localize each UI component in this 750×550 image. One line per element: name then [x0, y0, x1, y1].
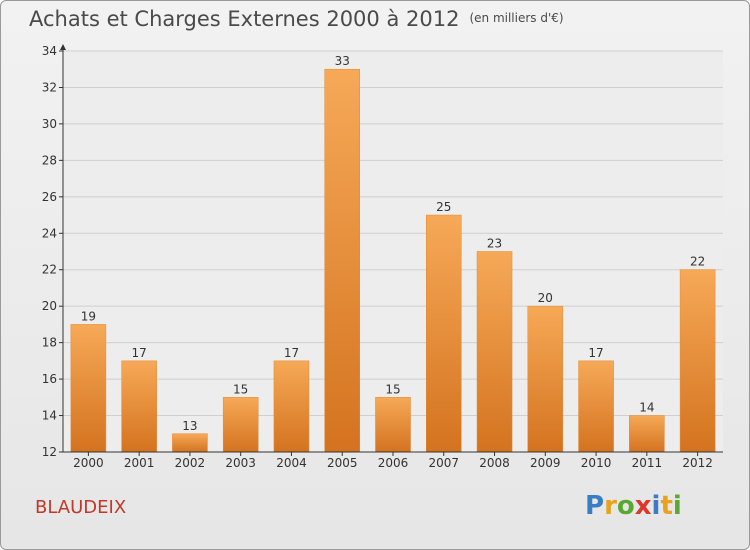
- data-label: 14: [639, 401, 654, 415]
- y-tick-label: 26: [42, 190, 57, 204]
- chart-subtitle: (en milliers d'€): [469, 11, 564, 25]
- x-tick-label: 2011: [632, 456, 663, 470]
- x-tick-label: 2002: [175, 456, 206, 470]
- bar: [121, 360, 157, 453]
- y-tick-label: 30: [42, 117, 57, 131]
- bar: [70, 324, 107, 453]
- data-label: 17: [284, 346, 299, 360]
- logo-letter: r: [604, 491, 617, 521]
- logo-letter: o: [616, 491, 635, 521]
- data-label: 20: [538, 291, 553, 305]
- y-tick-label: 12: [42, 445, 57, 459]
- proxiti-logo: Proxiti: [585, 491, 682, 521]
- data-label: 22: [690, 255, 705, 269]
- y-tick-label: 18: [42, 336, 57, 350]
- logo-letter: P: [585, 491, 605, 521]
- bar: [375, 397, 411, 453]
- x-tick-label: 2006: [378, 456, 409, 470]
- logo-letter: i: [651, 491, 661, 521]
- x-tick-label: 2007: [428, 456, 459, 470]
- logo-letter: x: [634, 491, 652, 521]
- bar: [426, 214, 462, 453]
- y-tick-label: 24: [42, 226, 57, 240]
- bar: [172, 433, 208, 453]
- bar: [476, 251, 513, 453]
- bar: [222, 397, 259, 453]
- x-tick-label: 2000: [73, 456, 104, 470]
- data-label: 25: [436, 200, 451, 214]
- x-tick-label: 2003: [225, 456, 256, 470]
- bar: [578, 360, 614, 453]
- data-label: 33: [335, 54, 350, 68]
- chart-title-text: Achats et Charges Externes 2000 à 2012: [29, 7, 460, 31]
- data-label: 23: [487, 237, 502, 251]
- bar: [629, 415, 665, 453]
- commune-name: BLAUDEIX: [35, 497, 127, 518]
- bar: [679, 269, 716, 453]
- y-tick-label: 16: [42, 372, 57, 386]
- y-tick-label: 14: [42, 409, 57, 423]
- data-label: 13: [182, 419, 197, 433]
- data-label: 17: [588, 346, 603, 360]
- chart-title: Achats et Charges Externes 2000 à 2012 (e…: [29, 7, 564, 31]
- y-tick-label: 22: [42, 263, 57, 277]
- y-tick-label: 20: [42, 299, 57, 313]
- bar: [324, 68, 360, 453]
- x-tick-label: 2008: [479, 456, 510, 470]
- data-label: 17: [132, 346, 147, 360]
- logo-letter: i: [672, 491, 682, 521]
- x-tick-label: 2005: [327, 456, 358, 470]
- x-tick-label: 2012: [682, 456, 713, 470]
- y-tick-label: 34: [42, 44, 57, 58]
- x-tick-label: 2004: [276, 456, 307, 470]
- logo-letter: t: [660, 491, 673, 521]
- bar: [527, 305, 564, 453]
- y-axis-arrow: [60, 44, 66, 50]
- x-tick-label: 2001: [124, 456, 155, 470]
- y-tick-label: 32: [42, 80, 57, 94]
- y-tick-label: 28: [42, 153, 57, 167]
- data-label: 19: [81, 309, 96, 323]
- data-label: 15: [233, 382, 248, 396]
- data-label: 15: [385, 382, 400, 396]
- x-tick-label: 2010: [581, 456, 612, 470]
- bar: [273, 360, 310, 453]
- x-tick-label: 2009: [530, 456, 561, 470]
